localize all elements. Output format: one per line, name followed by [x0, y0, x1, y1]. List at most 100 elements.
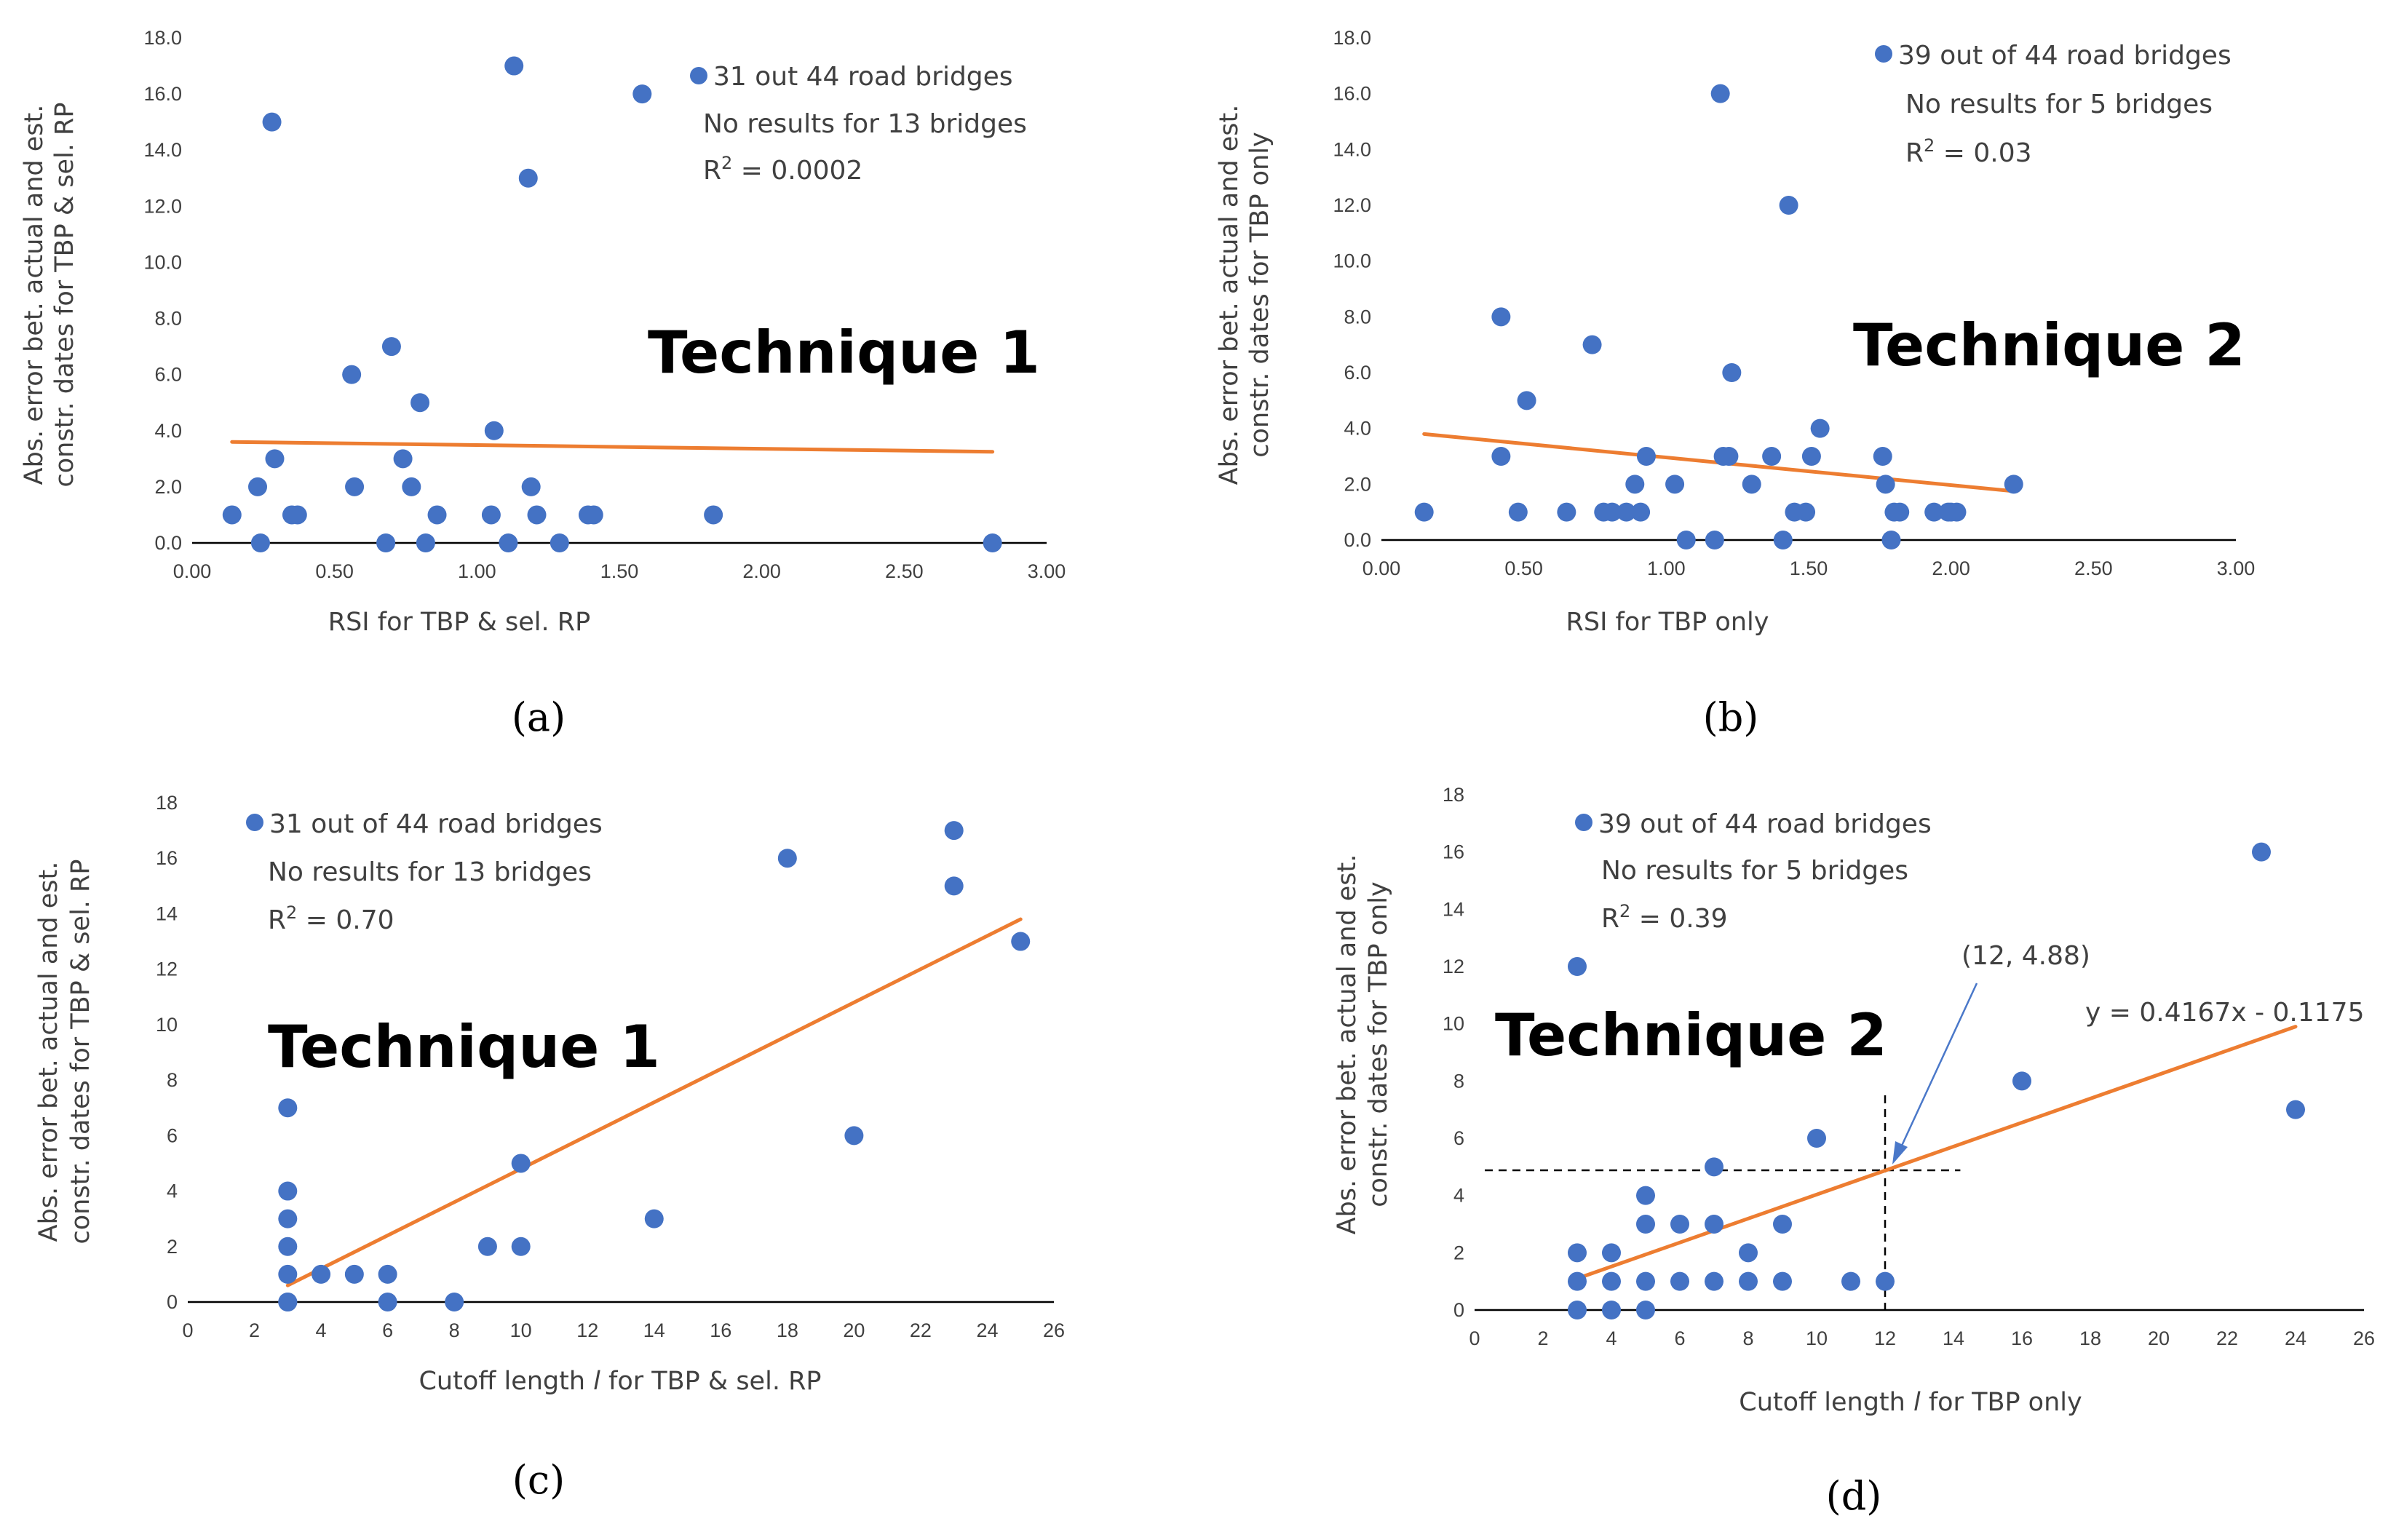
- panel-a-technique-label: Technique 1: [648, 319, 1040, 386]
- panel-c-y-tick-label: 6: [167, 1124, 178, 1146]
- panel-c-data-point: [278, 1098, 298, 1118]
- panel-a-scatter-chart: 0.0 2.0 4.0 6.0 8.0 10.0 12.0 14.0 16.0 18.0 0.00…: [20, 27, 1066, 740]
- panel-d-x-tick-label: 10: [1806, 1327, 1828, 1349]
- panel-d-data-point: [1636, 1186, 1655, 1205]
- panel-d-data-point: [1602, 1271, 1621, 1291]
- panel-d-data-point: [2012, 1071, 2031, 1091]
- panel-a-data-point: [381, 337, 401, 357]
- panel-a-data-point: [342, 365, 362, 384]
- panel-a-x-ticks: 0.00 0.50 1.00 1.50 2.00 2.50 3.00: [173, 560, 1066, 582]
- panel-a-data-point: [287, 505, 307, 525]
- panel-b-y-tick-label: 2.0: [1344, 473, 1371, 495]
- panel-b-data-point: [1617, 502, 1636, 522]
- panel-a-y-tick-label: 0.0: [154, 532, 182, 554]
- panel-c-data-point: [944, 876, 964, 896]
- panel-a-y-tick-label: 18.0: [143, 27, 182, 49]
- panel-c-letter: (c): [512, 1457, 565, 1503]
- panel-d-y-tick-label: 16: [1443, 841, 1464, 863]
- panel-b-data-point: [1636, 447, 1656, 466]
- panel-c-x-tick-label: 22: [910, 1319, 932, 1341]
- panel-b-data-point: [1705, 531, 1724, 549]
- panel-b-x-tick-label: 0.50: [1504, 557, 1543, 579]
- panel-d-x-tick-label: 14: [1943, 1327, 1964, 1349]
- panel-c-data-point: [278, 1237, 298, 1256]
- panel-d-y-tick-label: 4: [1453, 1185, 1464, 1207]
- panel-d-technique-label: Technique 2: [1495, 1001, 1887, 1069]
- panel-d-data-point: [1670, 1271, 1689, 1291]
- panel-b-data-point: [1631, 502, 1651, 522]
- panel-a-y-axis-title-line-1: Abs. error bet. actual and est.: [20, 105, 49, 485]
- panel-d-data-point: [1705, 1215, 1723, 1234]
- panel-c-technique-label: Technique 1: [268, 1013, 660, 1081]
- panel-c-x-tick-label: 10: [510, 1319, 532, 1341]
- panel-d-x-tick-label: 18: [2079, 1327, 2101, 1349]
- panel-b-data-point: [1810, 418, 1830, 438]
- panel-c-y-tick-label: 12: [156, 958, 178, 980]
- panel-a-y-tick-label: 16.0: [143, 83, 182, 105]
- panel-b-y-tick-label: 12.0: [1333, 194, 1371, 216]
- panel-a-data-point: [402, 477, 421, 496]
- panel-b-x-tick-label: 2.00: [1932, 557, 1970, 579]
- panel-d-y-tick-label: 18: [1443, 784, 1464, 806]
- panel-a-y-tick-label: 14.0: [143, 139, 182, 161]
- panel-c-x-tick-label: 14: [643, 1319, 665, 1341]
- panel-c-data-point: [644, 1209, 664, 1229]
- panel-a-y-axis-title-line-2: constr. dates for TBP & sel. RP: [50, 103, 79, 488]
- panel-d-data-point: [2252, 842, 2271, 862]
- panel-d-data-point: [1807, 1129, 1826, 1148]
- panel-a-data-point: [550, 533, 569, 552]
- panel-c-y-axis-title-line-1: Abs. error bet. actual and est.: [34, 862, 63, 1242]
- panel-b-legend-marker: [1875, 45, 1892, 63]
- panel-d-data-point: [1636, 1215, 1655, 1234]
- panel-c-x-tick-label: 8: [449, 1319, 460, 1341]
- panel-a-letter: (a): [512, 694, 566, 740]
- panel-b-data-point: [1762, 447, 1782, 466]
- panel-b-data-point: [1873, 447, 1892, 466]
- panel-b-data-point: [1947, 502, 1967, 522]
- panel-b-x-ticks: 0.00 0.50 1.00 1.50 2.00 2.50 3.00: [1362, 557, 2256, 579]
- panel-b-data-point: [1517, 391, 1536, 410]
- panel-d-data-point: [1841, 1271, 1860, 1291]
- panel-d-data-point: [1876, 1271, 1895, 1291]
- panel-b-data-point: [1491, 447, 1511, 466]
- panel-a-data-point: [393, 449, 413, 469]
- panel-b-data-point: [1582, 335, 1602, 354]
- panel-a-x-tick-label: 2.50: [885, 560, 924, 582]
- panel-d-data-point: [1705, 1157, 1723, 1177]
- panel-b-scatter-chart: 0.0 2.0 4.0 6.0 8.0 10.0 12.0 14.0 16.0 18.0 0.00…: [1215, 27, 2255, 740]
- panel-b-y-axis-title-line-2: constr. dates for TBP only: [1245, 132, 1274, 457]
- panel-c-data-point: [445, 1293, 464, 1311]
- panel-b-x-tick-label: 1.50: [1790, 557, 1828, 579]
- panel-d-data-point: [1773, 1271, 1792, 1291]
- panel-b-data-point: [1881, 531, 1901, 549]
- panel-b-data-point: [1876, 475, 1895, 494]
- panel-d-x-tick-label: 20: [2148, 1327, 2170, 1349]
- panel-d-annotation-arrow: [1900, 983, 1978, 1146]
- panel-a-points: [222, 56, 1002, 552]
- panel-d-legend-series: 39 out of 44 road bridges: [1598, 809, 1932, 839]
- panel-d-y-axis-title-line-1: Abs. error bet. actual and est.: [1333, 854, 1362, 1235]
- panel-a-y-tick-label: 12.0: [143, 195, 182, 217]
- panel-a-y-tick-label: 10.0: [143, 251, 182, 273]
- panel-d-y-tick-label: 0: [1453, 1299, 1464, 1321]
- panel-d-x-tick-label: 22: [2216, 1327, 2238, 1349]
- panel-b-data-point: [1779, 196, 1798, 215]
- panel-c-x-tick-label: 0: [182, 1319, 193, 1341]
- panel-b-data-point: [1742, 475, 1761, 494]
- panel-c-trendline: [285, 917, 1023, 1287]
- panel-a-legend-marker: [690, 67, 707, 84]
- panel-c-x-tick-label: 18: [777, 1319, 798, 1341]
- panel-c-x-tick-label: 4: [316, 1319, 327, 1341]
- panel-d-y-tick-label: 8: [1453, 1070, 1464, 1092]
- panel-c-data-point: [378, 1293, 397, 1311]
- panel-b-legend-series: 39 out of 44 road bridges: [1898, 41, 2232, 71]
- panel-c-points: [278, 821, 1031, 1311]
- panel-c-x-tick-label: 26: [1043, 1319, 1065, 1341]
- panel-d-annotation-arrowhead: [1892, 1141, 1908, 1164]
- panel-a-data-point: [983, 533, 1002, 552]
- panel-d-data-point: [1568, 957, 1587, 976]
- panel-d-legend-note: No results for 5 bridges: [1601, 856, 1908, 886]
- panel-c-data-point: [278, 1181, 298, 1201]
- panel-c-data-point: [344, 1264, 364, 1284]
- panel-b-data-point: [1924, 502, 1944, 522]
